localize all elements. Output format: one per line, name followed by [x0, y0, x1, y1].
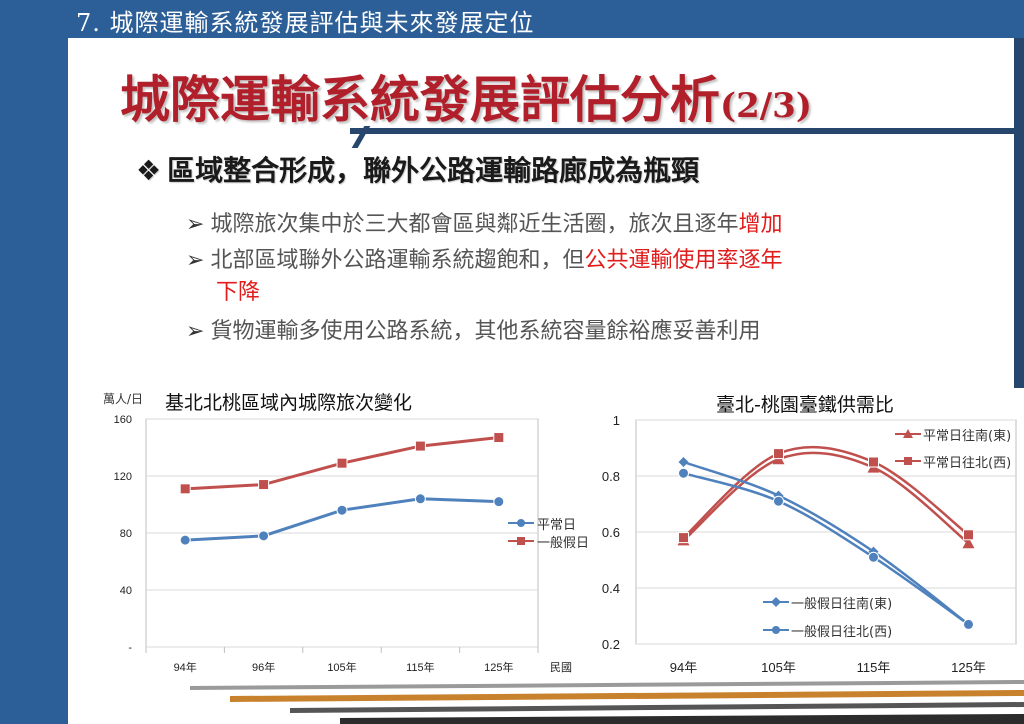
- chart2-legend-top: 平常日往南(東) 平常日往北(西): [895, 425, 1011, 471]
- y-tick-label: 0.4: [602, 581, 620, 596]
- data-point: [773, 448, 784, 460]
- y-tick-label: 120: [114, 471, 132, 483]
- legend-item-weekday: 平常日: [508, 514, 589, 533]
- y-tick-label: 40: [120, 585, 132, 597]
- bullet-item: ➢ 城際旅次集中於三大都會區與鄰近生活圈，旅次且逐年增加: [186, 206, 782, 238]
- right-edge-band: [1014, 38, 1024, 388]
- data-point: [493, 496, 505, 508]
- data-point: [962, 537, 975, 549]
- y-tick-label: 1: [613, 413, 620, 428]
- bullet-text: 貨物運輸多使用公路系統，其他系統容量餘裕應妥善利用: [210, 319, 761, 344]
- data-point: [414, 493, 426, 505]
- title-underline: [350, 128, 1022, 134]
- series-line: [683, 460, 970, 626]
- slide-title: 城際運輸系統發展評估分析(2/3): [120, 60, 812, 132]
- bullet-item: ➢ 北部區域聯外公路運輸系統趨飽和，但公共運輸使用率逐年: [186, 242, 782, 274]
- y-tick-label: -: [128, 642, 132, 654]
- section-title: 7. 城際運輸系統發展評估與未來發展定位: [76, 9, 535, 37]
- data-point: [678, 467, 689, 479]
- x-tick-label: 125年: [951, 660, 986, 675]
- bullet-highlight: 下降: [216, 280, 261, 305]
- y-tick-label: 0.6: [602, 525, 620, 540]
- slide-title-page: (2/3): [720, 86, 812, 126]
- bullet-item: ➢ 貨物運輸多使用公路系統，其他系統容量餘裕應妥善利用: [186, 313, 760, 345]
- header-band: [0, 0, 1024, 38]
- x-tick-label: 94年: [670, 660, 697, 675]
- slide-title-main: 城際運輸系統發展評估分析: [120, 70, 720, 129]
- chart2-title: 臺北-桃園臺鐵供需比: [716, 394, 894, 416]
- footer-decoration: [190, 680, 1024, 724]
- data-point: [963, 529, 974, 541]
- legend-item-weekday-north: 平常日往北(西): [895, 452, 1011, 471]
- chart1-title: 基北北桃區域內城際旅次變化: [165, 392, 413, 414]
- legend-item-weekday-south: 平常日往南(東): [895, 425, 1011, 444]
- y-tick-label: 160: [114, 414, 132, 426]
- legend-item-holiday: 一般假日: [508, 532, 589, 551]
- data-point: [963, 618, 974, 630]
- data-point: [773, 495, 784, 507]
- arrow-bullet-icon: ➢: [186, 319, 205, 344]
- chart-rail-supply-demand: 0.2 0.4 0.6 0.8 1 94年 105年 115年 125年: [602, 413, 1017, 675]
- data-point: [336, 504, 348, 516]
- chart2-legend-bottom: 一般假日往南(東) 一般假日往北(西): [763, 593, 892, 640]
- x-axis-label: 民國: [550, 661, 572, 674]
- y-tick-label: 0.2: [602, 637, 620, 652]
- data-point: [258, 530, 270, 542]
- bullet-text: 北部區域聯外公路運輸系統趨飽和，但: [210, 248, 585, 273]
- legend-item-holiday-north: 一般假日往北(西): [763, 621, 892, 640]
- data-point: [414, 440, 426, 452]
- arrow-bullet-icon: ➢: [186, 248, 205, 273]
- x-tick-label: 105年: [327, 660, 356, 674]
- bullet-highlight: 增加: [738, 212, 783, 237]
- bullet-continuation: 下降: [216, 274, 260, 306]
- section-heading-text: 區域整合形成，聯外公路運輸路廊成為瓶頸: [167, 154, 700, 187]
- circle-marker-icon: [763, 626, 789, 634]
- left-sidebar-band: [0, 0, 68, 724]
- chart1-legend: 平常日 一般假日: [508, 514, 589, 551]
- data-point: [179, 483, 191, 495]
- chart1-ylabel: 萬人/日: [103, 392, 144, 406]
- data-point: [493, 432, 505, 444]
- data-point: [678, 457, 689, 467]
- data-point: [258, 479, 270, 491]
- series-line: [682, 445, 970, 539]
- series-line: [683, 472, 970, 626]
- bullet-highlight: 公共運輸使用率逐年: [584, 248, 783, 273]
- y-tick-label: 80: [120, 528, 132, 540]
- y-tick-label: 0.8: [602, 469, 620, 484]
- header-divider: [68, 38, 1014, 42]
- series-line: [682, 451, 970, 545]
- x-tick-label: 94年: [174, 660, 197, 674]
- legend-item-holiday-south: 一般假日往南(東): [763, 593, 892, 612]
- x-tick-label: 115年: [857, 660, 891, 675]
- x-tick-label: 125年: [484, 660, 513, 674]
- x-tick-label: 96年: [252, 660, 275, 674]
- section-heading: ❖ 區域整合形成，聯外公路運輸路廊成為瓶頸: [136, 149, 699, 189]
- data-point: [868, 456, 879, 468]
- arrow-bullet-icon: ➢: [186, 212, 205, 237]
- triangle-marker-icon: [895, 429, 921, 438]
- data-point: [336, 457, 348, 469]
- bullet-text: 城際旅次集中於三大都會區與鄰近生活圈，旅次且逐年: [210, 212, 739, 237]
- x-tick-label: 105年: [761, 660, 796, 675]
- circle-marker-icon: [508, 517, 534, 529]
- square-marker-icon: [895, 457, 921, 465]
- title-swoosh: [351, 126, 419, 148]
- data-point: [773, 490, 784, 501]
- square-marker-icon: [508, 535, 534, 547]
- diamond-bullet-icon: ❖: [136, 154, 162, 187]
- data-point: [678, 532, 689, 544]
- data-point: [868, 551, 879, 563]
- chart-travel-trips: - 40 80 120 160 94年 96年 105年 115年 125年 民國: [114, 414, 572, 674]
- x-tick-label: 115年: [406, 660, 435, 674]
- data-point: [179, 534, 191, 546]
- diamond-marker-icon: [763, 597, 789, 607]
